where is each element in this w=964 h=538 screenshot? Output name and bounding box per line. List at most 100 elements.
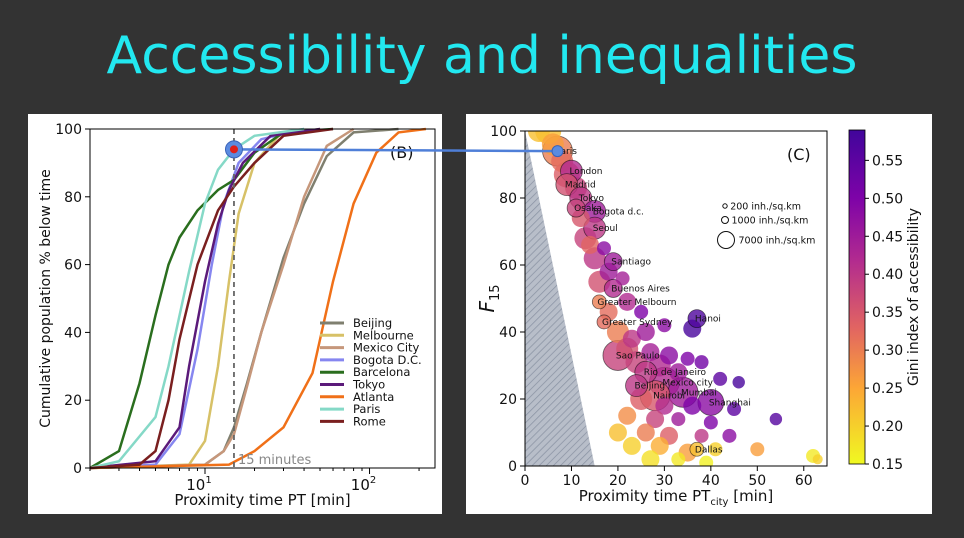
colorbar-tick-label: 0.45 [872,229,903,245]
city-label-greater-melbourn: Greater Melbourn [597,298,676,308]
city-point [671,452,686,466]
city-point [615,271,630,286]
colorbar-tick-label: 0.30 [872,343,903,359]
city-point [650,436,669,455]
x-tick-label: 102 [351,475,376,494]
city-point-santiago [603,252,623,272]
colorbar-tick-label: 0.20 [872,419,903,435]
city-point-madrid [555,173,579,196]
panel-label-c: (C) [787,145,811,164]
city-point-greater-melbourn [591,294,607,310]
city-point [655,396,674,415]
y-tick-label: 40 [64,325,82,341]
legend-label-atlanta: Atlanta [353,390,394,404]
y-tick-label: 80 [64,190,82,206]
city-point [618,292,637,311]
colorbar-tick-label: 0.35 [872,305,903,321]
panel-label-b: (B) [390,143,413,162]
city-label-tokyo: Tokyo [578,194,605,204]
city-label-shanghai: Shanghai [709,398,751,408]
series-line-barcelona [89,127,334,470]
x-axis-label: Proximity time PTcity [min] [579,487,773,508]
city-label-madrid: Madrid [565,181,596,191]
size-legend-marker [722,203,728,209]
city-point [722,428,737,443]
city-point [622,329,641,348]
fifteen-minute-label: 15 minutes [238,453,312,468]
series-line-melbourne [89,127,321,470]
city-label-osaka: Osaka [574,204,602,214]
slide-title: Accessibility and inequalities [106,26,858,86]
city-label-dallas: Dallas [695,445,723,455]
plot-frame [89,128,436,469]
city-point [660,346,679,365]
city-point [657,318,672,333]
x-tick-label: 40 [702,473,720,489]
city-point [641,343,660,362]
city-label-mexico-city: Mexico city [662,378,713,388]
x-tick-label: 30 [655,473,673,489]
city-point [669,363,688,382]
size-legend-marker [721,216,729,224]
city-label-mumbai: Mumbai [681,388,717,398]
size-legend-label: 7000 inh./sq.km [739,236,816,247]
city-point [727,402,742,417]
city-point [694,428,709,443]
city-point [581,235,600,254]
city-label-nairobi: Nairobi [653,392,685,402]
x-tick-label: 0 [521,473,530,489]
colorbar-tick-label: 0.50 [872,191,903,207]
y-tick-label: 40 [499,325,517,341]
city-label-rio-de-janeiro: Rio de Janeiro [644,368,707,378]
y-axis-label: Cumulative population % below time [38,169,54,428]
city-point-greater-sydney [596,314,612,330]
size-legend-marker [717,231,735,249]
city-point [636,423,655,442]
y-axis-label: F15 [475,284,503,312]
city-point [641,450,660,466]
legend-label-barcelona: Barcelona [353,365,410,379]
city-point [769,412,783,426]
series-line-paris [89,127,305,470]
y-tick-label: 60 [499,258,517,274]
city-point-buenos-aires [603,279,623,298]
city-point [618,406,637,425]
legend-label-paris: Paris [353,402,380,416]
city-point [671,412,686,427]
city-point [750,442,765,457]
city-point [732,376,745,389]
city-label-london: London [569,167,602,177]
city-point [708,442,723,457]
x-tick-label: 10 [563,473,581,489]
city-point [699,455,714,466]
colorbar-tick-label: 0.40 [872,267,903,283]
city-label-beijing: Beijing [635,382,666,392]
series-line-atlanta [89,127,427,470]
series-line-rome [89,127,334,470]
city-point [683,396,702,415]
legend-label-melbourne: Melbourne [353,328,414,342]
city-point [646,410,665,429]
colorbar-label: Gini index of accessibility [906,208,922,386]
city-point-beijing [625,374,648,398]
legend-label-beijing: Beijing [353,316,392,330]
city-point [608,423,627,442]
size-legend-label: 1000 inh./sq.km [732,216,809,227]
y-tick-label: 20 [64,393,82,409]
city-label-santiago: Santiago [611,258,651,268]
x-tick-label: 20 [609,473,627,489]
city-point [622,436,641,455]
size-legend-label: 200 inh./sq.km [730,202,801,213]
city-label-bogota-d-c: Bogota d.c. [593,207,644,217]
f15-scatter-chart-panel: Paris London Madrid Tokyo Osaka Bogota d.c. Se… [466,114,932,514]
city-label-seoul: Seoul [593,224,618,234]
city-point [636,323,655,341]
colorbar-tick-label: 0.15 [872,457,903,473]
x-tick-label: 101 [186,475,211,494]
legend-label-rome: Rome [353,414,386,428]
city-label-buenos-aires: Buenos Aires [611,284,670,294]
city-point [596,241,611,256]
y-tick-label: 80 [499,191,517,207]
legend-label-mexico-city: Mexico City [353,341,420,355]
